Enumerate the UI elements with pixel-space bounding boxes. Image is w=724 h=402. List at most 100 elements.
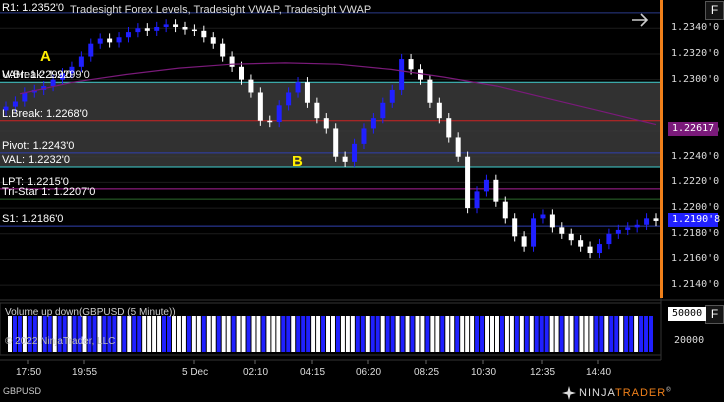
volume-bar — [152, 316, 157, 352]
volume-bar — [490, 316, 494, 352]
volume-bar — [216, 316, 221, 352]
volume-bar — [614, 316, 619, 352]
volume-bar — [385, 316, 390, 352]
price-tick: 1.2220'0 — [671, 176, 720, 188]
candle-body — [568, 233, 574, 241]
volume-bar — [544, 316, 549, 352]
vwap-price-marker: 1.22617 — [668, 121, 718, 136]
volume-bar — [365, 316, 370, 352]
candle-body — [625, 227, 631, 230]
volume-bar — [62, 316, 67, 352]
volume-bar — [92, 316, 97, 352]
candle-body — [531, 218, 537, 247]
candle-body — [634, 224, 640, 228]
candle-body — [286, 92, 292, 106]
volume-bar — [201, 316, 206, 352]
volume-bar — [181, 316, 186, 352]
candle-body — [154, 26, 160, 31]
annotation-b[interactable]: B — [292, 153, 303, 170]
volume-bar — [306, 316, 311, 352]
price-tick: 1.2340'0 — [671, 22, 720, 34]
volume-bar — [539, 316, 544, 352]
arrow-right-button[interactable] — [629, 10, 651, 30]
candle-body — [69, 66, 75, 74]
volume-bar — [206, 316, 211, 352]
volume-bar — [37, 316, 42, 352]
candle-body — [144, 28, 150, 31]
candle-body — [446, 118, 452, 138]
volume-bar — [649, 316, 654, 352]
volume-bar — [162, 316, 167, 352]
candle-body — [596, 244, 602, 254]
candle-body — [587, 246, 593, 254]
volume-bar — [102, 316, 107, 352]
indicator-list: Tradesight Forex Levels, Tradesight VWAP… — [70, 4, 372, 16]
volume-bar — [450, 316, 455, 352]
price-tick: 1.2180'0 — [671, 227, 720, 239]
candle-body — [314, 102, 320, 119]
volume-bar — [430, 316, 435, 352]
volume-bar — [67, 316, 72, 352]
candle-body — [163, 24, 169, 27]
candle-body — [549, 214, 555, 228]
candle-body — [578, 240, 584, 247]
price-tick: 1.2140'0 — [671, 279, 720, 291]
candle-body — [276, 105, 282, 123]
volume-bar — [251, 316, 256, 352]
candle-body — [559, 227, 565, 234]
volume-bar — [8, 316, 12, 352]
candle-body — [78, 56, 84, 67]
price-tick: 1.2300'0 — [671, 73, 720, 85]
volume-bar — [107, 316, 112, 352]
volume-bar — [236, 316, 241, 352]
annotation-a[interactable]: A — [40, 48, 51, 65]
volume-bar — [97, 316, 102, 352]
price-axis-f-button[interactable]: F — [705, 1, 724, 20]
candle-body — [512, 218, 518, 237]
candle-body — [653, 218, 659, 221]
volume-bar — [509, 316, 514, 352]
level-label-s1: S1: 1.2186'0 — [2, 213, 64, 226]
volume-bar — [345, 316, 350, 352]
candle-body — [342, 156, 348, 162]
candle-body — [60, 73, 66, 80]
volume-bar — [331, 316, 335, 352]
volume-bar — [211, 316, 216, 352]
volume-bar — [519, 316, 524, 352]
volume-bar — [191, 316, 196, 352]
volume-bar — [246, 316, 251, 352]
ninjatrader-logo: NINJATRADER® — [562, 386, 672, 400]
volume-bar — [579, 316, 584, 352]
volume-bar — [301, 316, 306, 352]
candle-body — [361, 128, 367, 144]
volume-bar — [335, 316, 340, 352]
volume-bar — [440, 316, 445, 352]
volume-bar — [584, 316, 589, 352]
volume-bar — [634, 316, 639, 352]
volume-bar — [455, 316, 460, 352]
volume-bar — [400, 316, 405, 352]
volume-axis-f-button[interactable]: F — [705, 305, 724, 324]
candle-body — [352, 143, 358, 162]
level-label-ubreak: U.Break: 1.2299'0 — [2, 69, 90, 82]
level-label-break: L.Break: 1.2268'0 — [2, 107, 88, 120]
volume-bar — [549, 316, 554, 352]
time-tick: 06:20 — [356, 367, 382, 378]
candle-body — [41, 86, 47, 90]
volume-bar — [415, 316, 420, 352]
vwap-line — [19, 62, 657, 126]
volume-bar — [524, 316, 529, 352]
brand-ninja: NINJA — [579, 387, 615, 399]
candle-body — [521, 236, 527, 247]
candle-body — [3, 106, 9, 111]
volume-bar — [475, 316, 480, 352]
volume-bar — [589, 316, 594, 352]
volume-bar — [350, 316, 355, 352]
volume-bar — [564, 316, 569, 352]
volume-bar — [534, 316, 539, 352]
volume-bar — [609, 316, 614, 352]
candle-body — [606, 233, 612, 245]
candle-body — [50, 79, 56, 87]
volume-bar — [375, 316, 380, 352]
